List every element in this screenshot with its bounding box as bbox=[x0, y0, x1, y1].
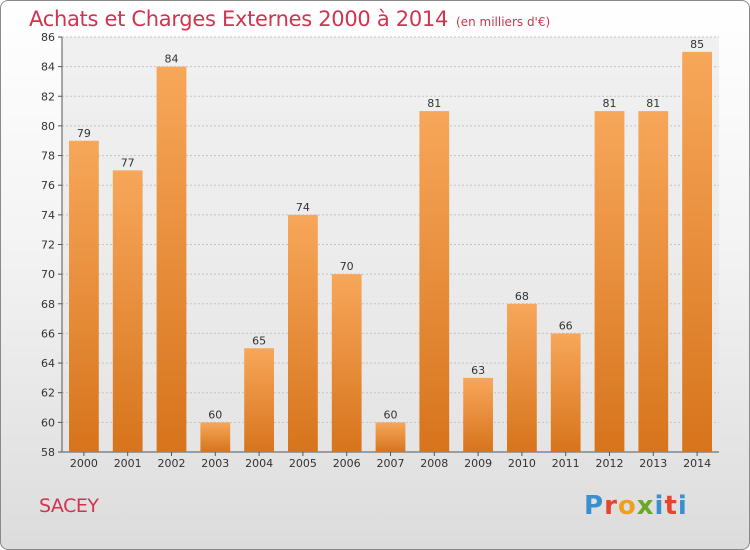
x-tick-label: 2012 bbox=[596, 457, 624, 470]
brand-letter: t bbox=[664, 491, 678, 521]
bar bbox=[156, 66, 187, 453]
y-tick-label: 70 bbox=[41, 268, 55, 281]
data-label: 81 bbox=[603, 97, 617, 110]
x-tick-label: 2009 bbox=[464, 457, 492, 470]
data-label: 60 bbox=[208, 408, 222, 421]
y-tick-label: 66 bbox=[41, 327, 55, 340]
data-label: 65 bbox=[252, 334, 266, 347]
data-label: 77 bbox=[121, 156, 135, 169]
bar bbox=[638, 111, 669, 452]
brand-letter: i bbox=[654, 491, 665, 521]
x-tick-label: 2000 bbox=[70, 457, 98, 470]
x-tick-label: 2010 bbox=[508, 457, 536, 470]
x-tick-label: 2014 bbox=[683, 457, 711, 470]
bar bbox=[112, 170, 143, 452]
bar bbox=[375, 422, 406, 452]
bar bbox=[463, 377, 493, 452]
bar bbox=[550, 333, 581, 452]
x-tick-label: 2011 bbox=[552, 457, 580, 470]
brand-letter: i bbox=[677, 491, 688, 521]
chart-subtitle: (en milliers d'€) bbox=[456, 15, 551, 29]
city-label: SACEY bbox=[39, 495, 99, 517]
data-label: 74 bbox=[296, 201, 310, 214]
x-tick-label: 2013 bbox=[639, 457, 667, 470]
data-label: 63 bbox=[471, 364, 485, 377]
y-tick-label: 62 bbox=[41, 387, 55, 400]
chart-title: Achats et Charges Externes 2000 à 2014 bbox=[29, 7, 449, 31]
x-tick-label: 2005 bbox=[289, 457, 317, 470]
y-tick-label: 76 bbox=[41, 179, 55, 192]
y-tick-label: 60 bbox=[41, 416, 55, 429]
brand-letter: o bbox=[617, 491, 637, 521]
data-label: 79 bbox=[77, 127, 91, 140]
brand-letter: P bbox=[584, 491, 605, 521]
bar bbox=[331, 274, 362, 452]
bar bbox=[288, 214, 318, 452]
bar bbox=[69, 140, 99, 452]
data-label: 68 bbox=[515, 290, 529, 303]
data-label: 85 bbox=[690, 38, 704, 51]
y-tick-label: 80 bbox=[41, 120, 55, 133]
y-tick-label: 64 bbox=[41, 357, 55, 370]
x-tick-label: 2008 bbox=[420, 457, 448, 470]
data-label: 84 bbox=[165, 53, 179, 66]
bar bbox=[244, 348, 274, 452]
x-tick-label: 2004 bbox=[245, 457, 273, 470]
x-tick-label: 2001 bbox=[114, 457, 142, 470]
x-tick-label: 2002 bbox=[158, 457, 186, 470]
data-label: 70 bbox=[340, 260, 354, 273]
y-tick-label: 58 bbox=[41, 446, 55, 459]
data-label: 81 bbox=[427, 97, 441, 110]
bar bbox=[594, 111, 625, 452]
y-tick-label: 86 bbox=[41, 31, 55, 44]
y-tick-label: 74 bbox=[41, 209, 55, 222]
data-label: 66 bbox=[559, 319, 573, 332]
brand-letter: x bbox=[636, 491, 655, 521]
brand-logo: Proxiti bbox=[584, 491, 688, 521]
x-tick-label: 2003 bbox=[201, 457, 229, 470]
bar bbox=[682, 51, 712, 452]
title-row: Achats et Charges Externes 2000 à 2014 (e… bbox=[29, 7, 550, 31]
bar bbox=[200, 422, 231, 452]
x-tick-label: 2006 bbox=[333, 457, 361, 470]
y-tick-label: 68 bbox=[41, 298, 55, 311]
data-label: 81 bbox=[646, 97, 660, 110]
y-tick-label: 84 bbox=[41, 61, 55, 74]
bar bbox=[419, 111, 450, 452]
y-tick-label: 78 bbox=[41, 150, 55, 163]
brand-letter: r bbox=[604, 491, 618, 521]
y-tick-label: 82 bbox=[41, 90, 55, 103]
y-tick-label: 72 bbox=[41, 239, 55, 252]
data-label: 60 bbox=[384, 408, 398, 421]
x-tick-label: 2007 bbox=[377, 457, 405, 470]
bar bbox=[507, 303, 537, 452]
